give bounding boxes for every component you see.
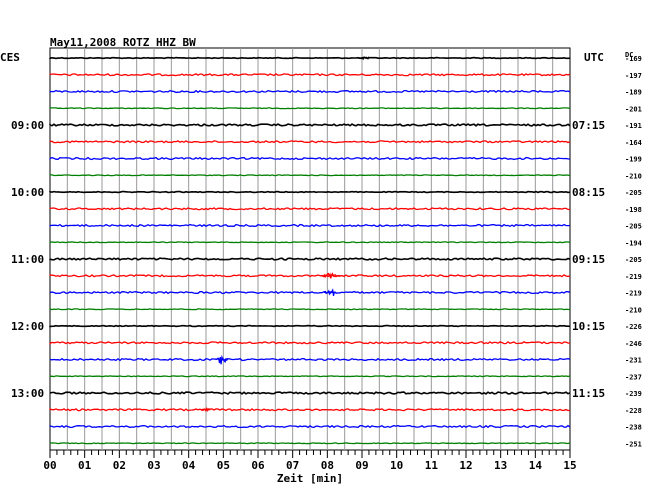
dc-offset-label: -205 (625, 256, 642, 264)
right-time-label: 11:15 (572, 387, 605, 400)
trace-row (49, 241, 571, 244)
dc-offset-label: -210 (625, 172, 642, 180)
dc-offset-label: -219 (625, 290, 642, 298)
trace-row (49, 207, 571, 211)
trace-row (49, 424, 571, 429)
x-tick-label: 08 (321, 459, 334, 472)
trace-row (49, 290, 571, 295)
trace-row (49, 407, 571, 412)
dc-offset-label: -201 (625, 105, 642, 113)
dc-offset-label: -189 (625, 89, 642, 97)
left-time-label: 11:00 (11, 253, 44, 266)
dc-offset-label: -228 (625, 407, 642, 415)
left-time-label: 13:00 (11, 387, 44, 400)
event-burst (215, 354, 228, 365)
left-time-labels: 09:00 10:00 11:00 12:00 13:00 (11, 119, 44, 400)
trace-row (49, 73, 571, 77)
chart-title: May11,2008 ROTZ HHZ BW (50, 36, 196, 49)
right-time-label: 10:15 (572, 320, 605, 333)
trace-row (49, 174, 571, 177)
left-time-label: 10:00 (11, 186, 44, 199)
dc-offset-label: -237 (625, 373, 642, 381)
trace-row (49, 257, 571, 261)
dc-offset-label: -238 (625, 424, 642, 432)
x-tick-label: 13 (494, 459, 507, 472)
trace-row (49, 56, 571, 60)
dc-offset-label: -246 (625, 340, 642, 348)
x-tick-label: 12 (459, 459, 472, 472)
trace-row (49, 140, 571, 144)
x-tick-label: 03 (147, 459, 160, 472)
dc-offset-label: -198 (625, 206, 642, 214)
dc-offset-labels: -169 -197 -189 -201 -191 -164 -199 -210 -205 -198… (625, 55, 642, 448)
dc-offset-label: -219 (625, 273, 642, 281)
dc-label: DC (625, 51, 633, 59)
dc-offset-label: -239 (625, 390, 642, 398)
event-burst (320, 272, 341, 279)
right-time-label: 08:15 (572, 186, 605, 199)
x-tick-label: 06 (251, 459, 265, 472)
trace-row (49, 442, 571, 445)
dc-offset-label: -164 (625, 139, 642, 147)
dc-offset-label: -199 (625, 156, 642, 164)
trace-row (49, 107, 571, 110)
x-tick-label: 10 (390, 459, 403, 472)
x-axis-label: Zeit [min] (277, 472, 343, 485)
x-tick-label: 15 (563, 459, 576, 472)
event-burst (200, 406, 211, 413)
left-time-label: 12:00 (11, 320, 44, 333)
trace-row (49, 274, 571, 278)
x-tick-label: 02 (113, 459, 126, 472)
dc-offset-label: -231 (625, 357, 642, 365)
event-burst (323, 288, 338, 297)
right-time-label: 09:15 (572, 253, 605, 266)
dc-offset-label: -191 (625, 122, 642, 130)
trace-row (49, 156, 571, 161)
trace-row (49, 307, 571, 311)
trace-row (49, 357, 571, 362)
trace-row (49, 223, 571, 228)
x-tick-label: 07 (286, 459, 299, 472)
trace-row (49, 341, 571, 345)
event-markers (200, 56, 374, 413)
trace-rows (49, 56, 571, 445)
trace-row (49, 190, 571, 194)
right-time-label: 07:15 (572, 119, 605, 132)
trace-row (49, 324, 571, 328)
x-tick-label: 09 (355, 459, 368, 472)
dc-offset-label: -251 (625, 440, 642, 448)
dc-offset-label: -210 (625, 306, 642, 314)
x-tick-label: 00 (43, 459, 56, 472)
left-axis-label: CES (0, 51, 20, 64)
trace-row (49, 391, 571, 395)
right-axis-label: UTC (584, 51, 604, 64)
trace-row (49, 123, 571, 127)
x-tick-label: 01 (78, 459, 92, 472)
x-tick-label: 14 (529, 459, 543, 472)
right-time-labels: 07:15 08:15 09:15 10:15 11:15 (572, 119, 605, 400)
dc-offset-label: -194 (625, 239, 642, 247)
x-tick-labels: 00 01 02 03 04 05 06 07 08 09 10 11 12 13 14 15 (43, 459, 576, 472)
left-time-label: 09:00 (11, 119, 44, 132)
vertical-grid (66, 48, 554, 450)
x-tick-label: 11 (425, 459, 439, 472)
trace-row (49, 89, 571, 94)
x-tick-label: 04 (182, 459, 196, 472)
event-burst (356, 56, 374, 61)
dc-offset-label: -169 (625, 55, 642, 63)
dc-offset-label: -197 (625, 72, 642, 80)
dc-offset-label: -205 (625, 223, 642, 231)
dc-offset-label: -226 (625, 323, 642, 331)
x-axis-ticks (49, 450, 571, 458)
dc-offset-label: -205 (625, 189, 642, 197)
x-tick-label: 05 (217, 459, 230, 472)
trace-row (49, 375, 571, 378)
